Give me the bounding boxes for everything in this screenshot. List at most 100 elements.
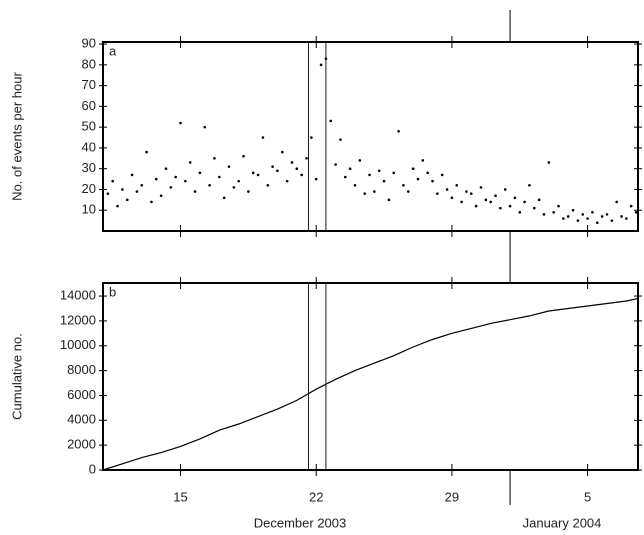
- point: [358, 159, 362, 162]
- point: [523, 200, 526, 204]
- point: [494, 194, 497, 197]
- point: [174, 175, 177, 179]
- point: [232, 186, 236, 189]
- point: [334, 163, 337, 166]
- point: [247, 190, 250, 193]
- point: [562, 217, 565, 220]
- point: [402, 184, 405, 187]
- point: [629, 204, 633, 208]
- point: [281, 150, 284, 154]
- point: [547, 161, 551, 164]
- point: [382, 179, 386, 183]
- y-tick-label: 10: [82, 202, 96, 217]
- point: [576, 219, 580, 222]
- point: [397, 130, 400, 133]
- cumulative-line: [102, 297, 639, 471]
- point: [285, 179, 289, 183]
- point: [184, 179, 187, 183]
- point: [595, 221, 599, 224]
- point: [344, 175, 347, 179]
- point: [591, 211, 594, 214]
- point: [610, 219, 614, 222]
- point: [271, 165, 274, 168]
- point: [319, 63, 323, 67]
- point: [106, 192, 110, 195]
- point: [310, 136, 313, 139]
- point: [251, 171, 255, 175]
- point: [218, 175, 221, 179]
- point: [552, 211, 555, 214]
- point: [188, 161, 192, 164]
- y-tick-label: 70: [82, 77, 96, 92]
- y-tick-label: 14000: [60, 287, 96, 302]
- y-tick-label: 4000: [67, 412, 96, 427]
- point: [571, 208, 575, 212]
- point: [557, 204, 560, 208]
- panel-label: a: [109, 43, 117, 58]
- point: [586, 217, 589, 220]
- point: [537, 198, 541, 202]
- point: [566, 215, 570, 218]
- y-tick-label: 20: [82, 181, 96, 196]
- point: [125, 198, 129, 202]
- point: [373, 190, 376, 193]
- point: [513, 196, 517, 200]
- point: [605, 213, 609, 216]
- point: [300, 173, 303, 177]
- point: [460, 200, 463, 204]
- plot-frame: [102, 282, 639, 471]
- y-axis-label: Cumulative no.: [9, 333, 24, 420]
- x-tick-label: 5: [584, 489, 591, 504]
- point: [499, 206, 502, 210]
- y-tick-label: 50: [82, 119, 96, 134]
- point: [542, 213, 546, 216]
- point: [581, 213, 585, 216]
- point: [135, 190, 139, 193]
- x-tick-label: 29: [445, 489, 459, 504]
- point: [406, 190, 410, 193]
- point: [615, 200, 618, 204]
- point: [116, 204, 119, 208]
- point: [518, 211, 522, 214]
- point: [295, 167, 299, 170]
- x-tick-label: 22: [309, 489, 323, 504]
- point: [222, 196, 226, 200]
- y-tick-label: 30: [82, 160, 96, 175]
- point: [416, 177, 420, 181]
- y-tick-label: 2000: [67, 437, 96, 452]
- point: [276, 169, 279, 173]
- point: [363, 192, 366, 195]
- point: [450, 196, 454, 200]
- point: [392, 171, 396, 175]
- month-label: January 2004: [523, 515, 602, 530]
- point: [256, 173, 260, 177]
- y-tick-label: 8000: [67, 362, 96, 377]
- point: [528, 184, 531, 187]
- point: [474, 204, 478, 208]
- point: [339, 138, 342, 141]
- point: [634, 211, 638, 214]
- point: [436, 192, 439, 195]
- y-tick-label: 6000: [67, 387, 96, 402]
- point: [164, 167, 168, 170]
- point: [489, 200, 492, 204]
- point: [179, 121, 182, 125]
- y-tick-label: 90: [82, 36, 96, 51]
- point: [237, 179, 240, 183]
- point: [426, 171, 429, 175]
- point: [242, 154, 245, 158]
- y-tick-label: 60: [82, 98, 96, 113]
- point: [348, 167, 352, 170]
- point: [227, 165, 231, 168]
- point: [261, 136, 265, 139]
- y-tick-label: 0: [89, 461, 96, 476]
- point: [387, 198, 391, 202]
- point: [600, 215, 604, 218]
- y-axis-label: No. of events per hour: [9, 72, 24, 201]
- point: [469, 192, 473, 195]
- point: [508, 204, 512, 208]
- point: [314, 177, 318, 181]
- point: [213, 157, 216, 160]
- point: [431, 179, 434, 183]
